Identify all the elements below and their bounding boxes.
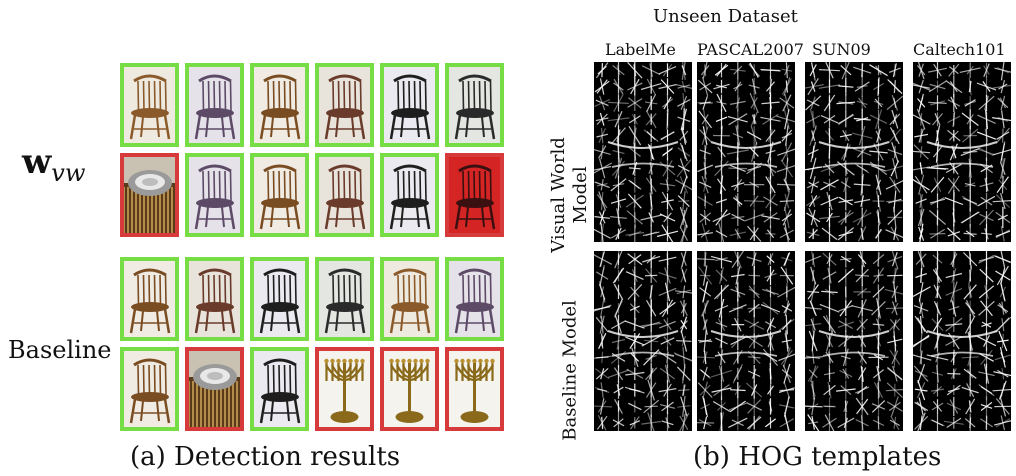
baseline-thumb-r1-c2 [250,347,309,431]
vw-thumb-r0-c2 [250,63,309,147]
baseline-thumb-r1-c4 [380,347,439,431]
hog-template-visual-world-sun09 [805,62,903,242]
baseline-thumb-r1-c5 [445,347,504,431]
hog-template-baseline-sun09 [805,251,903,431]
vw-thumb-r0-c1 [185,63,244,147]
hog-template-visual-world-pascal2007 [697,62,795,242]
side-label-baseline-text: Baseline Model [559,300,581,441]
baseline-thumb-r0-c3 [315,257,374,341]
vw-thumb-r1-c3 [315,153,374,237]
vw-thumb-r0-c3 [315,63,374,147]
vw-thumb-r0-c5 [445,63,504,147]
row-label-baseline: Baseline [8,336,112,364]
baseline-thumb-r1-c3 [315,347,374,431]
vw-thumb-r1-c5 [445,153,504,237]
baseline-thumb-r0-c2 [250,257,309,341]
side-label-line-2: Model [570,166,591,224]
hog-template-baseline-caltech101 [913,251,1011,431]
baseline-thumb-r0-c5 [445,257,504,341]
vw-thumb-r0-c4 [380,63,439,147]
baseline-thumb-r0-c0 [120,257,179,341]
baseline-thumb-r0-c4 [380,257,439,341]
vw-thumb-r1-c2 [250,153,309,237]
caption-a: (a) Detection results [130,442,401,472]
dataset-label-pascal2007: PASCAL2007 [697,40,804,59]
caption-b: (b) HOG templates [693,442,942,472]
hog-template-visual-world-labelme [594,62,692,242]
baseline-thumb-r1-c1 [185,347,244,431]
hog-template-baseline-labelme [594,251,692,431]
dataset-label-caltech101: Caltech101 [913,40,1006,59]
vw-thumb-r1-c0 [120,153,179,237]
dataset-label-labelme: LabelMe [605,40,676,59]
row-label-w: w [22,142,52,182]
vw-thumb-r1-c1 [185,153,244,237]
hog-template-visual-world-caltech101 [913,62,1011,242]
baseline-thumb-r0-c1 [185,257,244,341]
row-label-sub: vw [51,158,86,187]
hog-template-baseline-pascal2007 [697,251,795,431]
row-label-wvw: wvw [22,142,85,187]
detection-grid-bottom [120,257,504,437]
dataset-label-sun09: SUN09 [812,40,871,59]
vw-thumb-r1-c4 [380,153,439,237]
vw-thumb-r0-c0 [120,63,179,147]
baseline-thumb-r1-c0 [120,347,179,431]
side-label-line-1: Visual World [548,137,569,253]
detection-grid-top [120,63,504,243]
hog-panel-title: Unseen Dataset [653,6,798,27]
